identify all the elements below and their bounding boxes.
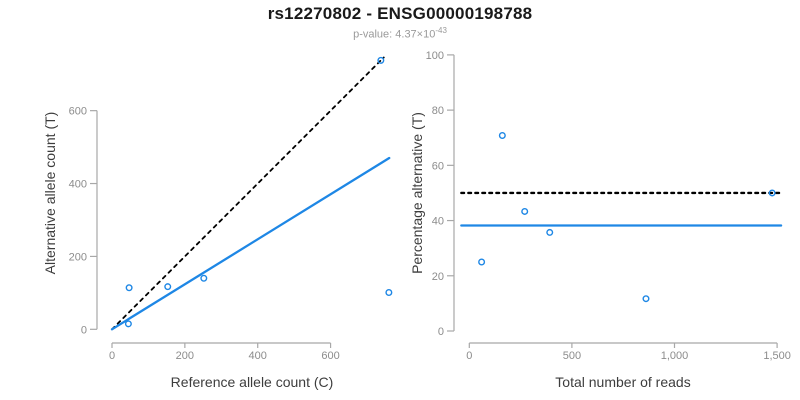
- x-tick-label: 400: [249, 350, 267, 362]
- x-tick-label: 500: [563, 350, 581, 362]
- x-tick-label: 0: [109, 350, 115, 362]
- p-value-text: p-value: 4.37×10: [353, 28, 436, 41]
- p-value-exponent: -43: [435, 26, 447, 35]
- x-axis-title: Reference allele count (C): [171, 374, 334, 390]
- data-point: [521, 207, 529, 215]
- data-point: [385, 288, 393, 296]
- y-tick-label: 80: [432, 105, 444, 117]
- data-point: [200, 274, 208, 282]
- y-axis-title: Alternative allele count (T): [42, 112, 58, 275]
- x-tick-label: 1,000: [661, 350, 689, 362]
- x-tick-label: 1,500: [763, 350, 791, 362]
- x-tick-label: 600: [321, 350, 339, 362]
- y-tick-label: 400: [69, 179, 87, 191]
- data-point: [377, 56, 385, 64]
- data-point: [124, 320, 132, 328]
- y-tick-label: 40: [432, 216, 444, 228]
- percentage-reads-scatter-plot: 0 20 40 60 80 100 0 500 1,000 1,500 Total number o…: [409, 50, 791, 390]
- fit-line: [110, 156, 391, 331]
- figure-title: rs12270802 - ENSG00000198788: [267, 4, 533, 23]
- figure-header: rs12270802 - ENSG00000198788 p-value: 4.…: [0, 0, 800, 41]
- data-point: [642, 295, 650, 303]
- y-tick-label: 0: [81, 324, 87, 336]
- data-point: [478, 258, 486, 266]
- y-tick-label: 20: [432, 271, 444, 283]
- identity-line: [111, 56, 385, 331]
- p-value-subtitle: p-value: 4.37×10-43: [0, 26, 800, 41]
- x-tick-label: 0: [466, 350, 472, 362]
- y-tick-label: 200: [69, 251, 87, 263]
- data-point: [498, 132, 506, 140]
- x-tick-label: 200: [176, 350, 194, 362]
- data-point: [546, 228, 554, 236]
- allele-count-scatter-plot: 0 200 400 600 0 200 400 600 Reference allele cou…: [42, 56, 393, 390]
- y-tick-label: 0: [438, 326, 444, 338]
- x-axis-title: Total number of reads: [555, 374, 690, 390]
- data-point: [164, 283, 172, 291]
- y-axis-title: Percentage alternative (T): [409, 112, 425, 274]
- data-point: [125, 284, 133, 292]
- data-point: [768, 189, 776, 197]
- y-tick-label: 60: [432, 160, 444, 172]
- y-tick-label: 100: [426, 50, 444, 62]
- y-tick-label: 600: [69, 106, 87, 118]
